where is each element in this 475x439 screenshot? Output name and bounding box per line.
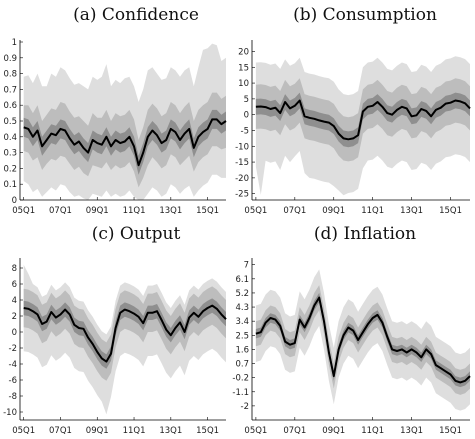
y-tick-label: 2 [12,312,17,322]
band-inner [23,298,227,369]
x-tick-label: 15Q1 [196,426,219,436]
y-tick-label: -10 [3,408,17,418]
y-tick-label: 0.7 [3,85,17,95]
median-line [23,304,227,363]
y-tick-label: 7 [244,261,249,271]
y-tick-label: -1.1 [232,388,249,398]
x-tick-label: 13Q1 [159,206,182,216]
y-tick-label: 0.9 [3,54,17,64]
y-tick-label: 6.1 [235,275,249,285]
band-middle [255,78,470,162]
y-tick-label: 3.4 [235,317,249,327]
x-tick-label: 11Q1 [361,206,384,216]
x-tick-label: 07Q1 [49,206,72,216]
x-tick-label: 15Q1 [196,206,219,216]
y-tick-label: 5.2 [235,289,249,299]
y-tick-label: 0.4 [3,133,17,143]
y-tick-label: -15 [235,158,249,168]
x-tick-label: 05Q1 [12,206,35,216]
x-tick-label: 09Q1 [322,206,345,216]
y-tick-label: -6 [9,376,17,386]
band-middle [255,285,470,395]
x-tick-label: 11Q1 [123,426,146,436]
median-line [23,118,227,167]
y-tick-label: 1 [12,38,17,48]
panel-output: (c) Output -10 -8 -6 -4 -2 0 2 4 6 8 05Q1 07Q1 09Q1 1… [3,224,227,436]
y-tick-label: 0 [244,111,249,121]
y-tick-label: 5 [244,95,249,105]
y-tick-label: 0.2 [3,164,17,174]
band-outer [23,264,227,415]
y-tick-label: -4 [9,360,17,370]
band-inner [255,92,470,148]
x-tick-label: 05Q1 [12,426,35,436]
y-tick-label: 4 [12,296,17,306]
y-tick-label: -25 [235,190,249,200]
x-tick-label: 07Q1 [49,426,72,436]
y-tick-label: 10 [238,79,249,89]
y-tick-label: -5 [241,126,249,136]
y-tick-label: 0.3 [3,149,17,159]
x-tick-label: 07Q1 [283,206,306,216]
x-tick-label: 09Q1 [86,426,109,436]
y-tick-label: 0 [12,196,17,206]
panel-consumption: (b) Consumption -25 -20 -15 -10 -5 0 5 10 15 20 05… [235,5,471,216]
y-tick-label: 8 [12,264,17,274]
y-tick-label: 4.3 [235,303,249,313]
panel-title: (c) Output [92,224,181,244]
x-tick-label: 05Q1 [244,206,267,216]
y-tick-label: 0 [12,328,17,338]
y-tick-label: 6 [12,280,17,290]
y-tick-label: -8 [9,392,17,402]
y-tick-label: 0.5 [3,117,17,127]
median-line [255,99,471,141]
y-tick-label: -10 [235,142,249,152]
median-line [255,296,471,384]
x-tick-label: 13Q1 [400,206,423,216]
y-tick-label: 0.1 [3,180,17,190]
x-tick-label: 15Q1 [439,206,462,216]
y-tick-label: 0.6 [3,101,17,111]
y-tick-label: 2.5 [235,331,249,341]
x-tick-label: 13Q1 [159,426,182,436]
y-tick-label: 15 [238,63,249,73]
panel-confidence: (a) Confidence 0 0.1 0.2 0.3 0.4 0.5 0.6 0.7 0.8… [3,5,227,216]
x-tick-label: 11Q1 [361,426,384,436]
y-tick-label: -20 [235,174,249,184]
y-tick-label: 0.7 [235,360,249,370]
x-tick-label: 15Q1 [439,426,462,436]
x-tick-label: 09Q1 [322,426,345,436]
band-middle [23,286,227,381]
x-tick-label: 13Q1 [400,426,423,436]
panel-inflation: (d) Inflation -2 -1.1 -0.2 0.7 1.6 2.5 3.4 4.3 5… [232,224,471,436]
y-tick-label: 20 [238,47,249,57]
panel-title: (d) Inflation [314,224,416,244]
x-tick-label: 07Q1 [283,426,306,436]
x-tick-label: 09Q1 [86,206,109,216]
x-tick-label: 11Q1 [123,206,146,216]
panel-title: (a) Confidence [73,5,199,25]
y-tick-label: 0.8 [3,70,17,80]
y-tick-label: 1.6 [235,345,249,355]
y-tick-label: -2 [241,402,249,412]
y-tick-label: -2 [9,344,17,354]
y-tick-label: -0.2 [232,374,249,384]
x-tick-label: 05Q1 [244,426,267,436]
panel-title: (b) Consumption [293,5,437,25]
